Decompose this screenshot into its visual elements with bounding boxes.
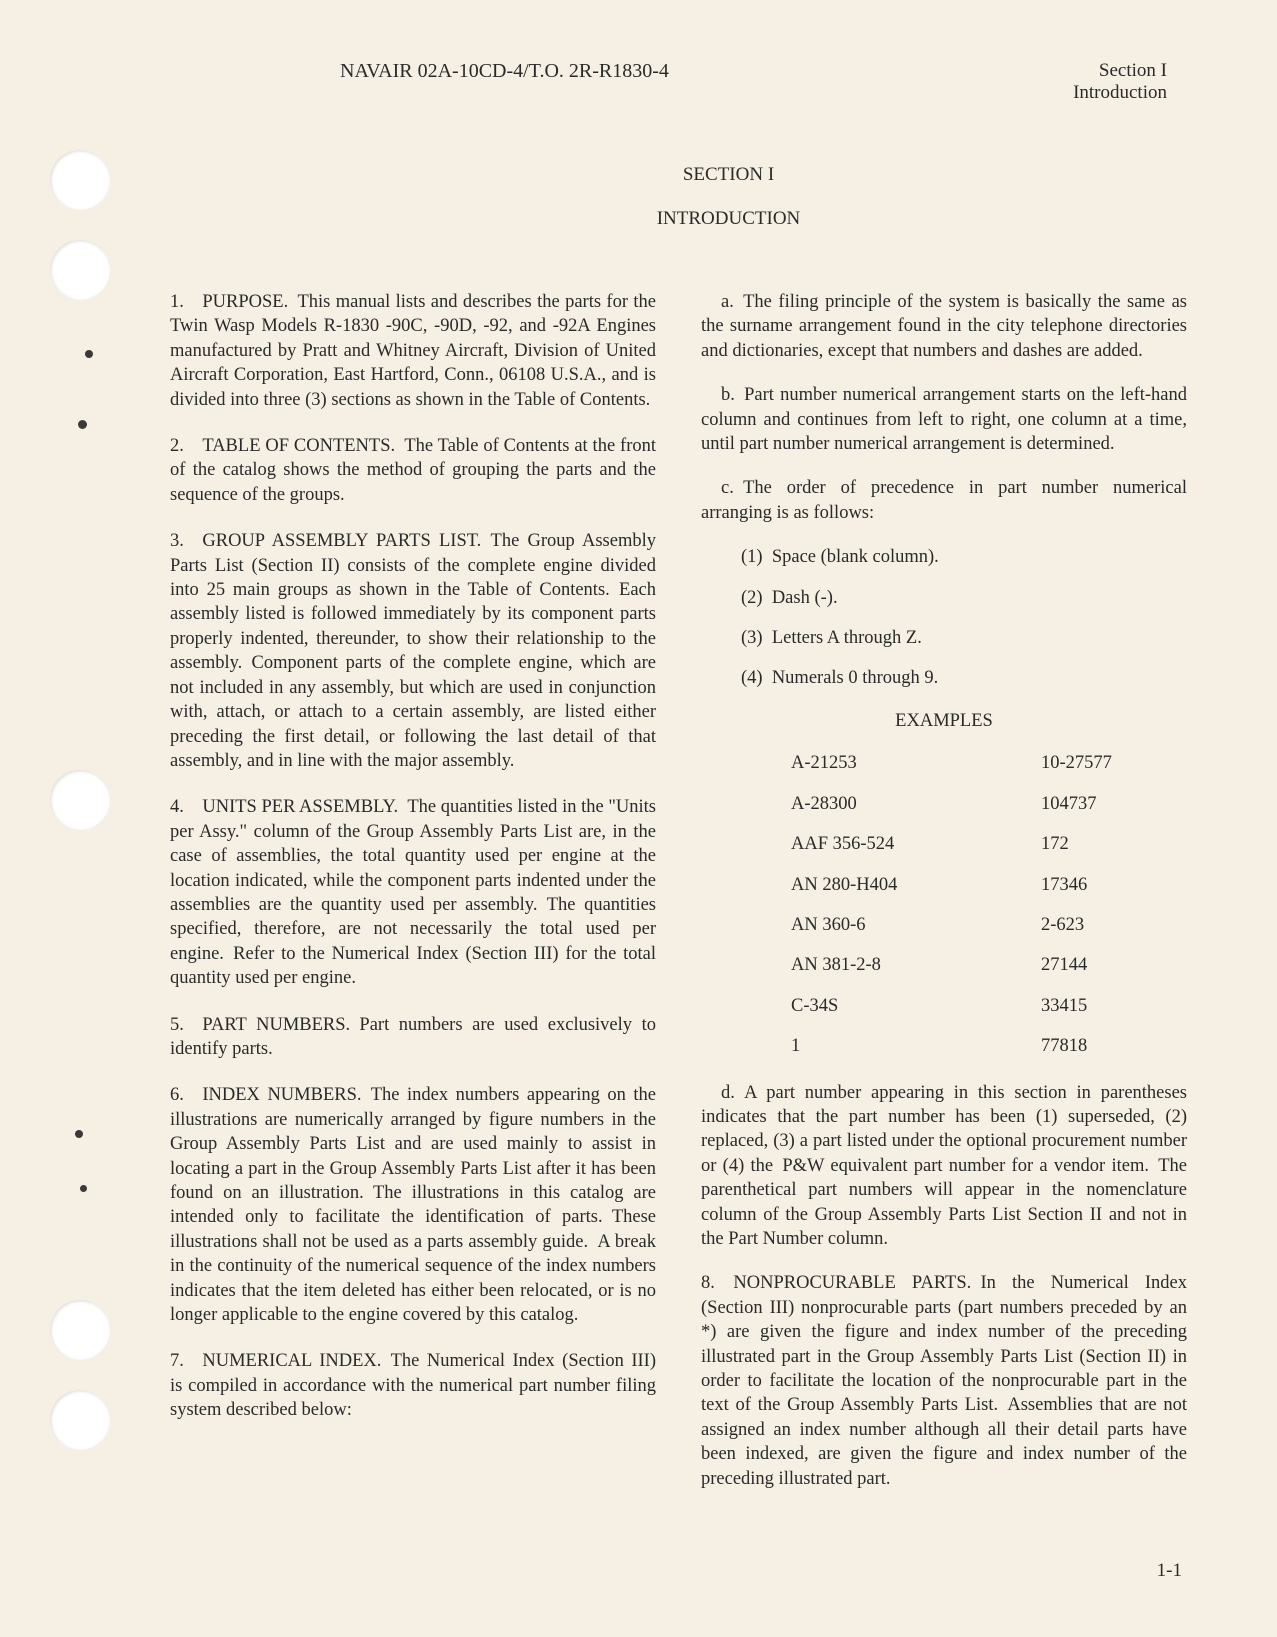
punch-hole bbox=[50, 770, 110, 830]
example-row: A-21253 10-27577 bbox=[791, 751, 1187, 775]
precedence-item-3: (3) Letters A through Z. bbox=[741, 626, 1187, 650]
header-line2: Introduction bbox=[1073, 82, 1167, 104]
header-doc-id: NAVAIR 02A-10CD-4/T.O. 2R-R1830-4 bbox=[340, 60, 669, 104]
para-precedence: c. The order of precedence in part numbe… bbox=[701, 476, 1187, 525]
example-right: 27144 bbox=[1041, 953, 1087, 977]
precedence-item-2: (2) Dash (-). bbox=[741, 586, 1187, 610]
para-units-per-assembly: 4. UNITS PER ASSEMBLY. The quantities li… bbox=[170, 795, 656, 990]
example-left: A-28300 bbox=[791, 792, 1041, 816]
left-column: 1. PURPOSE. This manual lists and descri… bbox=[170, 290, 656, 1513]
para-numerical-arrangement: b. Part number numerical arrangement sta… bbox=[701, 383, 1187, 456]
page-speck bbox=[78, 420, 87, 429]
example-right: 33415 bbox=[1041, 994, 1087, 1018]
para-index-numbers: 6. INDEX NUMBERS. The index numbers appe… bbox=[170, 1083, 656, 1327]
right-column: a. The filing principle of the system is… bbox=[701, 290, 1187, 1513]
example-right: 2-623 bbox=[1041, 913, 1084, 937]
example-left: AN 381-2-8 bbox=[791, 953, 1041, 977]
example-row: 1 77818 bbox=[791, 1034, 1187, 1058]
body-columns: 1. PURPOSE. This manual lists and descri… bbox=[170, 290, 1187, 1513]
example-right: 17346 bbox=[1041, 873, 1087, 897]
page-speck bbox=[75, 1130, 83, 1138]
precedence-item-4: (4) Numerals 0 through 9. bbox=[741, 666, 1187, 690]
para-group-assembly: 3. GROUP ASSEMBLY PARTS LIST. The Group … bbox=[170, 529, 656, 773]
example-row: AN 280-H404 17346 bbox=[791, 873, 1187, 897]
example-right: 104737 bbox=[1041, 792, 1097, 816]
punch-hole bbox=[50, 150, 110, 210]
intro-title: INTRODUCTION bbox=[270, 208, 1187, 230]
example-left: AN 280-H404 bbox=[791, 873, 1041, 897]
example-row: A-28300 104737 bbox=[791, 792, 1187, 816]
page-speck bbox=[80, 1185, 87, 1192]
para-part-numbers: 5. PART NUMBERS. Part numbers are used e… bbox=[170, 1013, 656, 1062]
para-numerical-index: 7. NUMERICAL INDEX. The Numerical Index … bbox=[170, 1349, 656, 1422]
example-row: AN 381-2-8 27144 bbox=[791, 953, 1187, 977]
example-left: C-34S bbox=[791, 994, 1041, 1018]
page: NAVAIR 02A-10CD-4/T.O. 2R-R1830-4 Sectio… bbox=[0, 0, 1277, 1637]
example-right: 172 bbox=[1041, 832, 1069, 856]
punch-hole bbox=[50, 240, 110, 300]
header-line1: Section I bbox=[1073, 60, 1167, 82]
example-row: AAF 356-524 172 bbox=[791, 832, 1187, 856]
page-speck bbox=[85, 350, 93, 358]
para-nonprocurable: 8. NONPROCURABLE PARTS. In the Numerical… bbox=[701, 1271, 1187, 1491]
para-purpose: 1. PURPOSE. This manual lists and descri… bbox=[170, 290, 656, 412]
punch-hole bbox=[50, 1390, 110, 1450]
example-row: C-34S 33415 bbox=[791, 994, 1187, 1018]
example-left: AAF 356-524 bbox=[791, 832, 1041, 856]
example-left: 1 bbox=[791, 1034, 1041, 1058]
header-section-label: Section I Introduction bbox=[1073, 60, 1167, 104]
example-right: 10-27577 bbox=[1041, 751, 1112, 775]
para-parentheses: d. A part number appearing in this secti… bbox=[701, 1081, 1187, 1252]
example-left: AN 360-6 bbox=[791, 913, 1041, 937]
para-filing-principle: a. The filing principle of the system is… bbox=[701, 290, 1187, 363]
page-header: NAVAIR 02A-10CD-4/T.O. 2R-R1830-4 Sectio… bbox=[340, 60, 1167, 104]
section-title: SECTION I bbox=[270, 164, 1187, 186]
examples-heading: EXAMPLES bbox=[701, 709, 1187, 733]
example-right: 77818 bbox=[1041, 1034, 1087, 1058]
para-toc: 2. TABLE OF CONTENTS. The Table of Conte… bbox=[170, 434, 656, 507]
example-row: AN 360-6 2-623 bbox=[791, 913, 1187, 937]
precedence-item-1: (1) Space (blank column). bbox=[741, 545, 1187, 569]
punch-hole bbox=[50, 1300, 110, 1360]
page-number: 1-1 bbox=[1157, 1560, 1182, 1582]
example-left: A-21253 bbox=[791, 751, 1041, 775]
